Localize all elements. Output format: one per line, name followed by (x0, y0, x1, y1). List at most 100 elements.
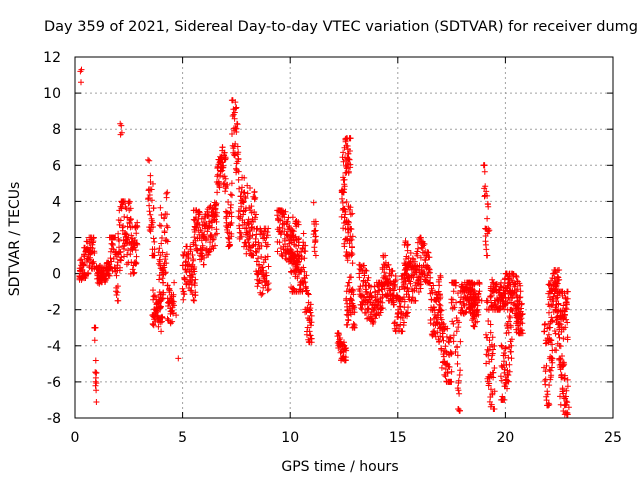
data-point (219, 159, 226, 166)
data-point (288, 239, 295, 246)
data-point (348, 226, 355, 233)
data-point (491, 406, 498, 412)
data-point (255, 255, 261, 262)
data-point (250, 252, 257, 259)
data-point (116, 244, 122, 251)
data-point (365, 305, 372, 312)
data-point (224, 181, 231, 188)
data-point (489, 276, 496, 283)
data-point (517, 294, 524, 301)
data-point (564, 376, 571, 383)
data-point (300, 239, 307, 246)
data-point (113, 292, 120, 298)
data-point (228, 219, 235, 226)
data-point (450, 288, 457, 295)
data-point (392, 277, 399, 283)
data-point (146, 157, 153, 164)
data-point (258, 253, 265, 260)
data-point (349, 251, 356, 258)
data-point (469, 304, 476, 311)
data-point (392, 283, 399, 290)
data-point (342, 354, 349, 361)
data-point (491, 343, 498, 349)
data-point (159, 314, 166, 321)
data-point (397, 321, 404, 328)
data-point (193, 220, 200, 227)
data-point (159, 275, 166, 282)
data-point (78, 79, 84, 86)
data-point (299, 288, 306, 295)
data-point (206, 204, 213, 211)
data-point (502, 352, 509, 359)
data-point (156, 276, 163, 283)
data-point (456, 390, 463, 397)
data-point (303, 272, 310, 279)
data-point (448, 351, 455, 358)
data-point (263, 272, 270, 279)
data-point (454, 343, 461, 350)
data-point (457, 367, 464, 374)
data-point (246, 233, 253, 240)
data-point (350, 291, 357, 298)
data-point (564, 399, 571, 406)
data-point (118, 129, 125, 136)
data-point (303, 287, 310, 294)
data-point (235, 149, 242, 156)
data-point (117, 249, 124, 256)
data-point (559, 353, 565, 359)
data-point (548, 372, 555, 379)
y-tick-label: -6 (47, 375, 61, 391)
data-point (519, 310, 526, 317)
data-point (234, 121, 241, 128)
data-point (485, 203, 492, 210)
data-point (109, 242, 116, 248)
data-point (114, 289, 121, 296)
data-point (231, 109, 238, 116)
data-point (383, 293, 390, 300)
data-point (164, 282, 171, 289)
data-point (92, 369, 99, 376)
data-point (501, 350, 507, 356)
data-point (467, 279, 474, 286)
data-point (148, 186, 155, 193)
data-point (437, 307, 444, 314)
data-point (564, 295, 571, 302)
y-tick-label: 2 (52, 231, 61, 247)
data-point (115, 230, 122, 237)
data-point (200, 261, 207, 268)
data-point (427, 269, 433, 276)
data-point (563, 301, 570, 308)
data-point (518, 300, 525, 307)
data-point (289, 227, 296, 234)
data-point (191, 268, 198, 275)
data-point (150, 224, 156, 230)
data-point (486, 380, 493, 387)
data-point (265, 263, 272, 270)
data-point (158, 212, 165, 218)
data-point (546, 309, 552, 316)
axis-tick-labels: 0 5 10 15 20 25 -8 -6 -4 -2 0 2 4 6 8 10 12 (43, 50, 622, 446)
data-point (251, 216, 258, 223)
x-tick-label: 15 (389, 430, 407, 446)
data-point (345, 150, 352, 157)
data-point (405, 304, 411, 311)
data-point (485, 352, 492, 359)
data-point (392, 278, 399, 285)
data-point (564, 319, 571, 326)
data-point (365, 274, 372, 281)
data-point (113, 272, 120, 279)
data-point (180, 296, 187, 303)
data-point (166, 287, 173, 294)
data-point (348, 274, 354, 281)
data-point (564, 334, 571, 341)
y-tick-label: 0 (52, 267, 61, 283)
data-point (546, 324, 553, 331)
data-point (411, 264, 418, 271)
data-point (93, 369, 100, 376)
data-point (235, 168, 242, 175)
data-point (81, 253, 88, 260)
data-point (173, 312, 180, 319)
data-point (179, 285, 186, 292)
data-point (343, 235, 349, 242)
data-point (156, 222, 163, 229)
